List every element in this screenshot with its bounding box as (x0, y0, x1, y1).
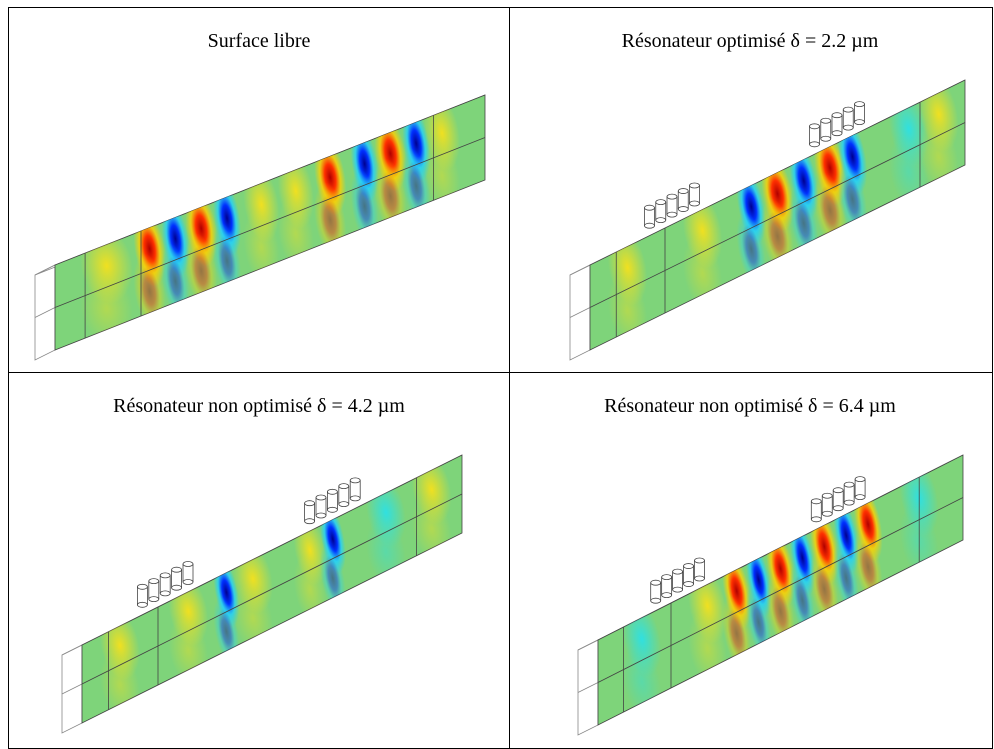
resonator (854, 476, 866, 483)
resonator (326, 506, 338, 513)
mesh-line (54, 137, 486, 308)
resonator (832, 487, 844, 494)
resonator (683, 581, 694, 587)
resonator (694, 557, 705, 564)
resonator (832, 505, 844, 512)
resonator (136, 601, 148, 608)
resonator (349, 495, 361, 502)
resonator (182, 579, 194, 585)
resonator (338, 483, 350, 490)
resonator (694, 575, 705, 582)
resonator (854, 494, 866, 501)
mesh-line (589, 122, 966, 308)
resonator (820, 117, 832, 124)
resonator (843, 499, 855, 506)
resonator (159, 590, 171, 597)
resonator (148, 578, 160, 584)
resonator (677, 206, 689, 212)
resonator (136, 583, 148, 590)
resonator (683, 563, 694, 569)
resonator (672, 568, 683, 575)
resonator (666, 211, 678, 218)
resonator (315, 494, 327, 501)
resonator (661, 592, 673, 599)
end-box (577, 682, 599, 693)
resonator (644, 222, 655, 229)
panel-title: Résonateur non optimisé δ = 4.2 µm (113, 395, 405, 417)
panel-title: Résonateur non optimisé δ = 6.4 µm (604, 395, 896, 417)
resonator (854, 101, 865, 107)
resonator (304, 500, 316, 507)
resonator (650, 579, 662, 586)
panel-title: Résonateur optimisé δ = 2.2 µm (622, 30, 879, 52)
resonator (304, 518, 316, 525)
resonator (315, 512, 327, 519)
resonator (159, 572, 171, 579)
resonator (809, 123, 820, 130)
resonator (338, 501, 350, 508)
beam (569, 79, 966, 361)
resonator (148, 596, 160, 602)
resonator (689, 200, 700, 207)
resonator (655, 217, 667, 224)
resonator (644, 204, 655, 211)
resonator (689, 182, 700, 189)
resonator (810, 516, 822, 523)
resonator (650, 597, 662, 604)
beam (577, 454, 964, 736)
resonator (843, 481, 855, 488)
resonator (182, 561, 194, 567)
resonator (842, 106, 854, 113)
panel-title: Surface libre (208, 30, 311, 52)
resonator (831, 112, 843, 119)
resonator (672, 586, 683, 593)
mesh-line (81, 493, 463, 685)
mesh-line (597, 497, 964, 683)
resonator (809, 141, 820, 148)
end-box (34, 307, 56, 318)
resonator (655, 199, 667, 206)
resonator (831, 130, 843, 137)
resonator (349, 477, 361, 484)
resonator (171, 566, 183, 573)
resonator (677, 188, 689, 194)
end-box (569, 307, 591, 318)
resonator (661, 574, 673, 581)
resonator (820, 135, 832, 142)
resonator (842, 124, 854, 131)
resonator (666, 193, 678, 200)
beam (34, 94, 486, 361)
resonator (821, 492, 833, 499)
resonator (854, 119, 865, 125)
resonator (810, 498, 822, 505)
resonator (171, 584, 183, 591)
beam (61, 454, 463, 734)
end-box (61, 683, 83, 695)
resonator (326, 488, 338, 495)
resonator (821, 510, 833, 517)
